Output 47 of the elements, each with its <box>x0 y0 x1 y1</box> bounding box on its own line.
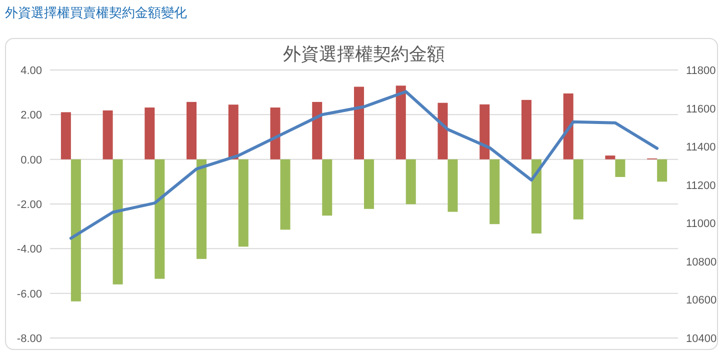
bar <box>480 104 490 160</box>
bar <box>490 159 500 224</box>
y-tick-label: 0.00 <box>20 154 42 166</box>
bar <box>154 159 165 279</box>
bar <box>521 100 532 160</box>
bar <box>196 159 207 259</box>
bar <box>364 159 374 209</box>
y-tick-label: -6.00 <box>16 288 42 300</box>
bar <box>605 156 616 160</box>
y-tick-label: 4.00 <box>20 65 42 77</box>
bar <box>280 159 290 230</box>
bar <box>322 159 332 216</box>
bar <box>312 102 322 160</box>
chart-title: 外資選擇權契約金額 <box>283 44 445 64</box>
bar <box>615 159 626 177</box>
bar <box>102 110 113 160</box>
y2-tick-label: 10600 <box>686 294 717 307</box>
y-tick-label: -2.00 <box>16 199 42 211</box>
y2-tick-label: 11600 <box>686 103 716 116</box>
bar <box>563 93 574 160</box>
bar <box>270 108 280 160</box>
bar <box>70 159 81 302</box>
y2-tick-label: 10800 <box>686 256 717 268</box>
y2-tick-label: 11800 <box>686 65 716 77</box>
y-tick-label: 2.00 <box>20 110 42 122</box>
bar <box>186 102 197 160</box>
bar <box>112 159 123 284</box>
bar <box>238 159 248 247</box>
bar <box>448 159 458 212</box>
y-tick-label: -8.00 <box>16 333 42 345</box>
text: 外資選擇權買賣權契約金額變化 <box>5 5 187 20</box>
bar <box>438 102 448 160</box>
line-series <box>69 90 659 240</box>
y2-tick-label: 11200 <box>686 180 716 192</box>
bar <box>396 86 406 160</box>
bar <box>573 159 584 220</box>
bar <box>657 159 668 182</box>
y-tick-label: -4.00 <box>16 244 42 256</box>
bar <box>228 104 238 160</box>
bar <box>354 86 364 160</box>
bar <box>406 159 416 204</box>
bar <box>60 112 71 160</box>
y2-tick-label: 10400 <box>686 333 717 345</box>
bar <box>144 108 155 160</box>
y2-tick-label: 11400 <box>686 142 716 154</box>
y2-tick-label: 11000 <box>686 218 716 230</box>
bar <box>531 159 542 234</box>
